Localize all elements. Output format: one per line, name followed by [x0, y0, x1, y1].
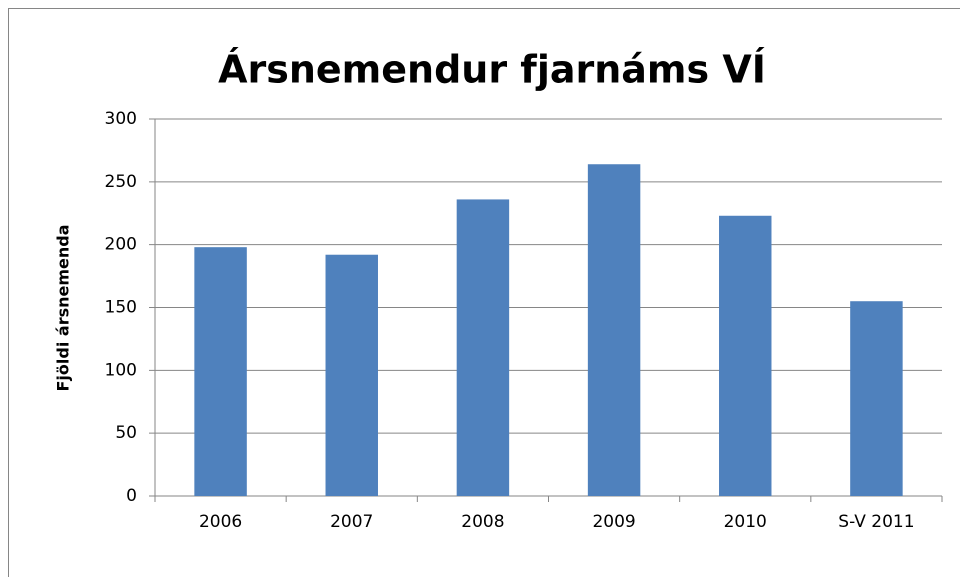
x-tick-label: 2010	[724, 512, 767, 532]
y-tick-label: 100	[105, 360, 137, 380]
x-tick-label: 2006	[199, 512, 242, 532]
bar	[719, 216, 771, 496]
x-tick-label: 2007	[330, 512, 373, 532]
bar	[194, 247, 246, 496]
x-tick-label: 2009	[592, 512, 635, 532]
bar	[850, 301, 902, 496]
x-tick-label: 2008	[461, 512, 504, 532]
y-tick-label: 0	[126, 486, 137, 506]
bar	[457, 199, 509, 496]
y-tick-label: 200	[105, 235, 137, 255]
y-tick-label: 250	[105, 172, 137, 192]
y-tick-label: 50	[115, 423, 137, 443]
y-tick-label: 150	[105, 298, 137, 318]
y-tick-label: 300	[105, 109, 137, 129]
chart-title: Ársnemendur fjarnáms VÍ	[218, 48, 766, 92]
bar	[326, 255, 378, 496]
bar	[588, 164, 640, 496]
x-tick-label: S-V 2011	[838, 512, 914, 532]
y-axis-label: Fjöldi ársnemenda	[54, 224, 73, 391]
